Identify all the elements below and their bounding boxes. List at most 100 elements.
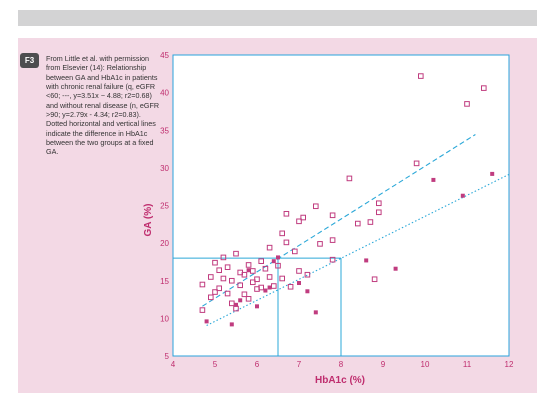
data-point-open [229,277,235,284]
x-tick-labels: 4 5 6 7 8 9 10 11 12 [171,360,514,369]
regression-line [202,134,476,307]
y-tick-label: 5 [165,352,170,361]
data-point-open [224,290,231,297]
y-tick-label: 20 [160,239,169,248]
regression-lines [202,134,510,327]
data-point-open [216,267,222,274]
data-point-open [367,219,374,225]
data-point-filled [246,268,251,273]
data-point-open [245,296,252,302]
data-point-open [220,254,227,261]
data-point-open [296,268,302,274]
data-point-open [371,276,378,283]
data-point-filled [313,310,318,315]
data-point-open [241,291,248,298]
data-point-open [287,283,294,290]
data-point-open [296,218,302,225]
data-point-open [199,281,206,288]
data-point-filled [204,319,209,324]
data-points [199,73,495,327]
data-point-filled [255,304,259,309]
x-tick-label: 8 [339,360,344,369]
x-tick-label: 6 [255,360,260,369]
reference-lines [173,257,342,356]
data-point-filled [431,177,436,182]
x-tick-label: 5 [213,360,218,369]
y-axis-label: GA (%) [143,204,154,237]
data-point-open [355,220,361,227]
y-tick-label: 30 [160,164,169,173]
data-point-open [329,237,336,243]
data-point-open [237,282,243,289]
data-point-open [279,230,285,237]
data-point-open [464,101,470,107]
top-header-bar [18,10,537,26]
data-point-open [283,239,290,246]
data-point-open [224,264,231,271]
data-point-filled [364,258,369,263]
data-point-filled [238,298,243,303]
data-point-open [418,73,424,79]
data-point-open [413,160,420,167]
data-point-open [220,275,227,282]
data-point-filled [490,171,495,176]
regression-line [206,173,510,327]
figure-caption: From Little et al. with permission from … [46,54,160,157]
x-tick-label: 12 [505,360,514,369]
y-tick-label: 10 [160,314,169,323]
data-point-open [292,248,298,255]
x-tick-label: 10 [421,360,430,369]
x-tick-label: 11 [463,360,472,369]
data-point-open [304,271,311,278]
x-tick-label: 4 [171,360,176,369]
data-point-filled [393,266,398,271]
data-point-open [275,262,281,269]
data-point-open [199,307,206,313]
data-point-open [258,258,264,264]
figure-panel: F3 From Little et al. with permission fr… [18,38,537,393]
data-point-filled [234,302,238,307]
data-point-open [254,276,260,283]
data-point-filled [297,281,301,286]
data-point-open [266,274,273,280]
data-point-filled [460,193,465,198]
x-tick-label: 7 [297,360,302,369]
data-point-open [212,289,218,295]
data-point-open [208,294,214,301]
data-point-open [241,271,248,278]
data-point-open [212,259,218,266]
y-tick-label: 45 [160,51,169,60]
y-tick-label: 25 [160,202,169,211]
data-point-open [233,250,239,257]
data-point-open [262,265,269,272]
x-axis-label: HbA1c (%) [315,375,365,386]
data-point-open [481,85,487,91]
data-point-open [258,284,264,291]
data-point-open [250,279,256,286]
data-point-open [266,244,273,251]
data-point-open [283,210,290,217]
data-point-open [376,209,382,216]
data-point-open [329,212,336,219]
data-point-open [208,274,214,280]
x-tick-label: 9 [381,360,386,369]
data-point-open [313,203,319,210]
data-point-filled [305,289,310,294]
data-point-filled [271,259,276,264]
data-point-open [329,256,336,263]
data-point-open [300,214,306,221]
y-tick-label: 15 [160,277,169,286]
data-point-open [346,175,353,182]
data-point-filled [229,322,234,327]
y-tick-label: 35 [160,126,169,135]
data-point-open [279,275,285,282]
data-point-open [317,241,323,247]
data-point-filled [276,255,280,260]
data-point-open [376,200,382,207]
data-point-open [245,262,252,268]
y-tick-label: 40 [160,89,169,98]
data-point-filled [267,285,272,290]
y-tick-labels: 5 10 15 20 25 30 35 40 45 [160,51,169,361]
figure-badge: F3 [20,53,39,68]
